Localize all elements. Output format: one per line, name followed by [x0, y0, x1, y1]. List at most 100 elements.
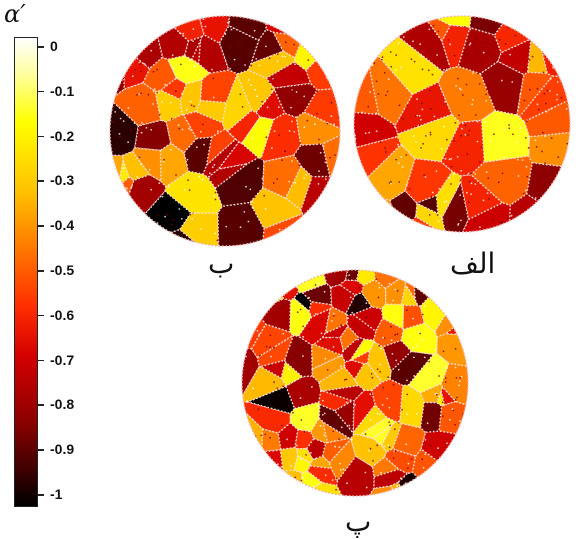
speckle-dot [419, 332, 422, 335]
speckle-dot [405, 346, 408, 349]
speckle-dot [291, 120, 293, 123]
grain-cell [526, 162, 565, 217]
speckle-dot [525, 120, 528, 123]
speckle-dot [526, 175, 529, 178]
speckle-dot [232, 175, 234, 178]
speckle-dot [371, 64, 374, 67]
speckle-dot [536, 103, 539, 106]
speckle-dot [437, 220, 440, 223]
speckle-dot [492, 218, 495, 221]
speckle-dot [466, 53, 469, 56]
speckle-dot [402, 36, 405, 38]
speckle-dot [181, 128, 184, 131]
speckle-dot [446, 138, 448, 141]
speckle-dot [464, 26, 466, 28]
speckle-dot [273, 48, 275, 51]
speckle-dot [255, 58, 258, 60]
speckle-dot [324, 474, 327, 477]
grain-cell [440, 277, 463, 290]
colorbar-tick-label: -0.6 [50, 306, 75, 323]
speckle-dot [203, 143, 205, 146]
speckle-dot [392, 457, 395, 460]
speckle-dot [294, 181, 297, 184]
speckle-dot [373, 62, 376, 64]
colorbar-tick-label: -0.7 [50, 351, 75, 368]
speckle-dot [468, 201, 470, 204]
speckle-dot [395, 374, 397, 377]
speckle-dot [310, 452, 312, 454]
speckle-dot [276, 387, 279, 390]
speckle-dot [272, 182, 275, 184]
speckle-dot [523, 99, 526, 102]
speckle-dot [395, 359, 398, 362]
speckle-dot [280, 466, 283, 468]
speckle-dot [487, 177, 490, 180]
grain-cell [310, 343, 344, 371]
speckle-dot [175, 174, 177, 176]
speckle-dot [365, 302, 368, 304]
speckle-dot [136, 93, 138, 96]
grain-map-panel-b [109, 15, 341, 247]
speckle-dot [257, 408, 260, 411]
speckle-dot [412, 135, 415, 138]
speckle-dot [265, 129, 268, 132]
speckle-dot [376, 384, 379, 387]
speckle-dot [369, 419, 372, 421]
speckle-dot [393, 125, 396, 128]
grain-cell [318, 365, 360, 392]
speckle-dot [332, 346, 335, 348]
speckle-dot [485, 93, 488, 96]
speckle-dot [365, 316, 368, 319]
speckle-dot [397, 162, 400, 165]
speckle-dot [525, 194, 528, 197]
speckle-dot [503, 156, 506, 159]
speckle-dot [268, 407, 271, 410]
grain-cell [322, 420, 352, 444]
speckle-dot [477, 72, 479, 75]
speckle-dot [418, 124, 421, 126]
speckle-dot [556, 93, 559, 96]
speckle-dot [514, 34, 517, 37]
speckle-dot [335, 488, 337, 491]
speckle-dot [244, 64, 246, 66]
grain-cell [255, 88, 286, 121]
speckle-dot [233, 58, 236, 61]
speckle-dot [339, 462, 342, 465]
speckle-dot [464, 124, 467, 127]
speckle-dot [466, 153, 469, 156]
speckle-dot [538, 108, 540, 111]
grain-cell [110, 176, 135, 246]
speckle-dot [209, 179, 211, 182]
speckle-dot [471, 103, 473, 106]
speckle-dot [152, 103, 154, 105]
speckle-dot [460, 375, 463, 378]
speckle-dot [511, 81, 514, 83]
speckle-dot [459, 194, 462, 197]
speckle-dot [415, 141, 417, 143]
speckle-dot [272, 346, 275, 349]
speckle-dot [443, 125, 446, 128]
speckle-dot [322, 413, 324, 416]
speckle-dot [180, 217, 183, 220]
speckle-dot [338, 446, 341, 448]
speckle-dot [320, 332, 323, 335]
speckle-dot [157, 214, 159, 217]
speckle-dot [278, 134, 280, 136]
speckle-dot [189, 59, 192, 62]
speckle-dot [397, 420, 400, 423]
speckle-dot [269, 436, 271, 439]
speckle-dot [501, 172, 504, 175]
speckle-dot [480, 146, 483, 149]
grain-cell [425, 469, 458, 496]
speckle-dot [170, 148, 172, 151]
grain-cell [371, 378, 404, 423]
grain-cell [296, 16, 322, 40]
grain-cell [398, 384, 425, 429]
colorbar-tick [38, 449, 44, 451]
speckle-dot [255, 44, 258, 47]
speckle-dot [416, 114, 419, 117]
speckle-dot [467, 172, 470, 175]
colorbar-tick [38, 404, 44, 406]
speckle-dot [486, 88, 488, 91]
grain-cell [528, 16, 570, 46]
